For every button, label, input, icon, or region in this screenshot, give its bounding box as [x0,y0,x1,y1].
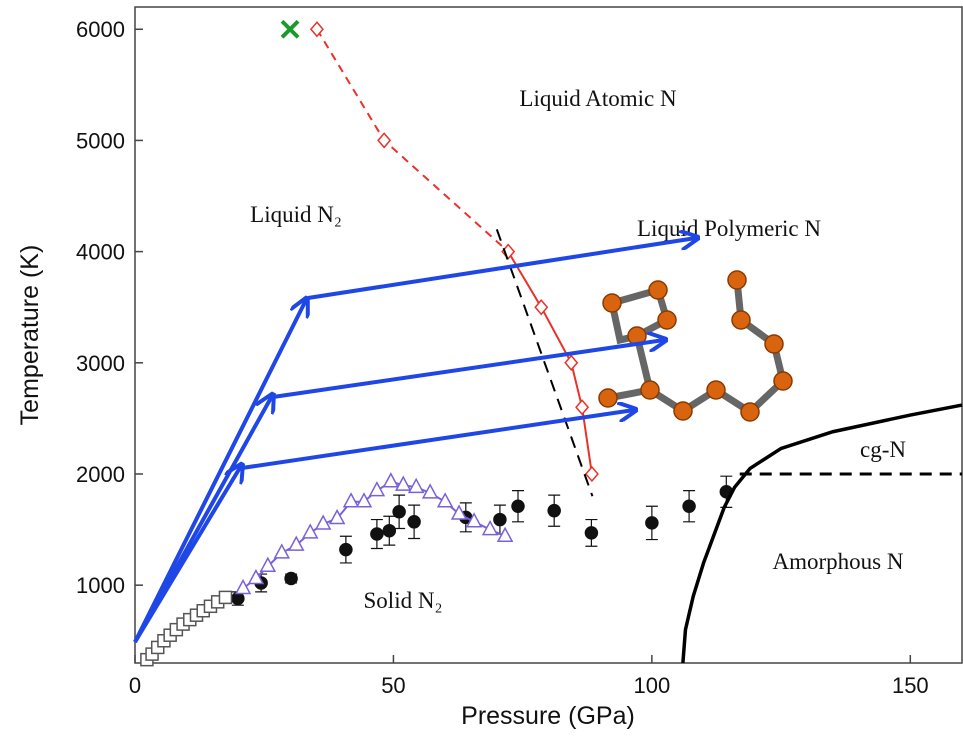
triangle-point [395,475,412,491]
circle-point [584,526,599,540]
series-line [681,403,963,664]
triangle-point [328,508,346,525]
x-tick-label: 50 [381,673,405,698]
y-tick-label: 2000 [76,462,125,487]
circle-point [339,542,353,557]
region-label: Amorphous N [773,549,904,574]
triangle-point [234,578,252,595]
triangle-point [314,514,332,530]
triangle-point [288,535,305,551]
circle-point [284,571,298,586]
triangle-point [421,483,439,499]
y-tick-label: 3000 [76,351,125,376]
circle-point [231,591,245,606]
triangle-point [465,512,483,528]
triangle-point [259,556,277,573]
diamond-point [575,399,590,416]
region-label: Solid N₂ [364,588,443,613]
arrows [133,238,696,644]
diamond-point [564,354,579,371]
plot-frame [134,6,963,664]
triangle-point [382,472,400,488]
x-point [280,19,300,39]
line-dashed-part [316,28,509,253]
diamond-point [377,132,392,149]
circle-point [547,503,561,518]
region-label: Liquid Atomic N [519,86,677,111]
triangle-point [342,492,360,508]
circle-point [511,499,525,513]
y-tick-label: 4000 [76,240,125,265]
diamond-point [584,465,599,483]
x-tick-label: 100 [634,673,671,698]
triangle-point [481,519,499,536]
region-label: Liquid N₂ [250,202,342,227]
circle-point [493,512,507,527]
y-axis-label: Temperature (K) [16,245,44,426]
molecule-illustration [598,270,793,422]
circle-point [407,515,421,529]
circle-point [382,523,397,538]
circle-point [682,499,696,513]
y-tick-label: 1000 [76,573,125,598]
triangle-point [247,568,265,585]
triangle-point [496,526,514,542]
diamond-point [309,21,324,38]
square-point [218,590,233,605]
region-label: cg-N [860,437,906,462]
circle-point [392,505,406,519]
triangle-point [450,504,468,520]
y-tick-label: 5000 [76,128,125,153]
series-line [495,229,594,497]
triangle-point [355,492,373,508]
x-tick-label: 150 [892,673,929,698]
y-tick-label: 6000 [76,17,125,42]
diamond-point [534,299,549,316]
circle-point [370,527,384,541]
triangle-point [301,523,319,539]
triangle-point [368,481,386,497]
x-tick-label: 0 [129,673,141,698]
triangle-point [407,477,425,494]
triangle-point [436,492,454,508]
region-label: Liquid Polymeric N [637,216,821,241]
triangle-point [273,543,291,559]
x-axis-label: Pressure (GPa) [461,702,635,730]
circle-point [645,516,659,530]
